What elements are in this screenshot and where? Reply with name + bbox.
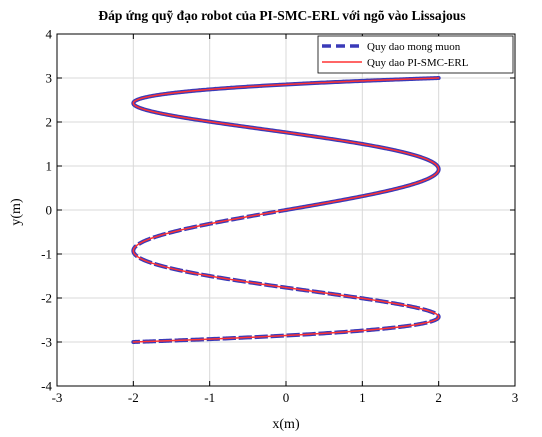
series-pi-smc-erl-trajectory bbox=[132, 77, 440, 343]
y-tick-label: 2 bbox=[46, 115, 53, 130]
y-tick-label: 4 bbox=[46, 27, 53, 42]
y-tick-label: 3 bbox=[46, 71, 53, 86]
x-tick-label: 0 bbox=[283, 390, 290, 405]
x-axis-label: x(m) bbox=[272, 417, 300, 432]
x-tick-label: 2 bbox=[435, 390, 442, 405]
y-tick-label: 1 bbox=[46, 159, 53, 174]
x-tick-label: -3 bbox=[52, 390, 63, 405]
legend-box bbox=[317, 35, 514, 74]
plot-frame bbox=[56, 33, 516, 387]
y-tick-label: 0 bbox=[46, 203, 53, 218]
y-tick-label: -3 bbox=[41, 335, 52, 350]
x-tick-label: -2 bbox=[128, 390, 139, 405]
y-tick-label: -1 bbox=[41, 247, 52, 262]
x-tick-label: 3 bbox=[512, 390, 519, 405]
chart-title: Đáp ứng quỹ đạo robot của PI-SMC-ERL với… bbox=[98, 8, 465, 23]
legend-label-actual: Quy dao PI-SMC-ERL bbox=[367, 57, 469, 69]
y-axis-label: y(m) bbox=[9, 198, 24, 226]
x-tick-label: -1 bbox=[204, 390, 215, 405]
series-layer bbox=[131, 76, 441, 344]
y-tick-label: -4 bbox=[41, 379, 52, 394]
legend: Quy dao mong muon Quy dao PI-SMC-ERL bbox=[317, 35, 514, 74]
x-tick-label: 1 bbox=[359, 390, 366, 405]
y-tick-label: -2 bbox=[41, 291, 52, 306]
legend-label-desired: Quy dao mong muon bbox=[367, 41, 461, 53]
